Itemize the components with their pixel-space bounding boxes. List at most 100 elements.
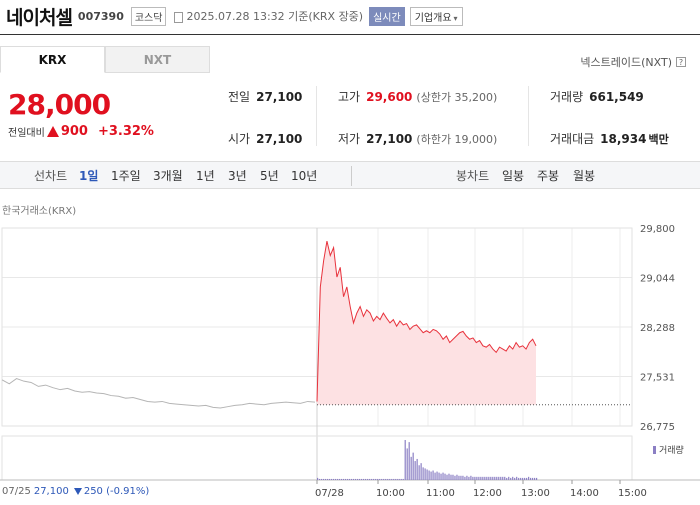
volume-bar — [320, 478, 323, 480]
volume-bar — [534, 477, 536, 480]
volume-bar — [458, 475, 460, 480]
volume-bar — [406, 448, 408, 480]
candle-monthly[interactable]: 월봉 — [573, 168, 596, 183]
volume-bar — [396, 478, 398, 480]
stat-value: 27,100 — [366, 132, 413, 146]
stat-volume: 거래량 661,549 — [550, 88, 644, 105]
volume-bar — [412, 452, 414, 480]
volume-bar — [478, 476, 480, 480]
volume-bar — [338, 478, 341, 480]
quote-stats: 전일 27,100 고가 29,600 (상한가 35,200) 거래량 661… — [212, 78, 700, 156]
volume-bar — [440, 473, 442, 480]
stock-header: 네이처셀 007390 코스닥 2025.07.28 13:32 기준(KRX … — [0, 0, 700, 32]
volume-bar — [508, 476, 510, 480]
volume-bar — [486, 476, 488, 480]
tab-nxt[interactable]: NXT — [105, 46, 210, 73]
stat-label: 고가 — [338, 90, 361, 104]
volume-bar — [444, 473, 446, 480]
volume-bar — [336, 478, 339, 480]
volume-bar — [332, 478, 335, 480]
stat-value: 18,934 — [600, 132, 647, 146]
volume-bar — [414, 461, 416, 480]
volume-bar — [394, 478, 396, 480]
volume-bar — [380, 478, 382, 480]
stat-low: 저가 27,100 (하한가 19,000) — [338, 130, 497, 147]
prev-day-series — [1, 377, 316, 409]
period-3y[interactable]: 3년 — [228, 168, 247, 183]
period-1w[interactable]: 1주일 — [111, 168, 141, 183]
volume-bar — [472, 476, 474, 480]
y-tick-label: 29,044 — [640, 274, 675, 285]
tab-krx[interactable]: KRX — [0, 46, 105, 73]
x-axis-ticks: 07/28 10:00 11:00 12:00 13:00 14:00 15:00 — [315, 480, 647, 499]
y-axis-ticks: 29,800 29,044 28,288 27,531 26,775 — [640, 224, 675, 433]
realtime-button[interactable]: 실시간 — [369, 6, 405, 26]
volume-bar — [500, 476, 502, 480]
period-1y[interactable]: 1년 — [196, 168, 215, 183]
line-chart-label[interactable]: 선차트 — [34, 168, 68, 183]
volume-bar — [404, 440, 406, 480]
volume-bar — [524, 477, 526, 480]
volume-bar — [430, 471, 432, 480]
prev-change: 250 (-0.91%) — [83, 486, 150, 497]
header-divider — [0, 34, 700, 35]
volume-bar — [378, 478, 380, 480]
volume-bar — [526, 477, 528, 480]
stat-open: 시가 27,100 — [228, 130, 302, 147]
price-change: 전일대비 900 +3.32% — [8, 124, 154, 139]
volume-bar — [446, 474, 448, 480]
help-icon[interactable]: ? — [676, 57, 686, 67]
period-bar: 선차트 1일 1주일 3개월 1년 3년 5년 10년 봉차트 일봉 주봉 월봉 — [0, 161, 700, 189]
volume-bar — [450, 474, 452, 480]
candle-daily[interactable]: 일봉 — [502, 168, 525, 183]
y-tick-label: 26,775 — [640, 422, 675, 433]
volume-swatch — [653, 445, 656, 454]
company-overview-label: 기업개요 — [414, 12, 452, 24]
up-triangle-icon — [46, 126, 59, 137]
down-triangle-icon — [73, 488, 82, 495]
volume-bar — [382, 478, 384, 480]
prev-date: 07/25 — [2, 486, 31, 497]
volume-bar — [536, 477, 538, 480]
stat-label: 시가 — [228, 132, 251, 146]
company-overview-button[interactable]: 기업개요 ▾ — [409, 6, 463, 26]
nxt-link[interactable]: 넥스트레이드(NXT) ? — [580, 54, 686, 70]
volume-bar — [518, 477, 520, 480]
period-10y[interactable]: 10년 — [291, 168, 318, 183]
volume-bar — [410, 456, 412, 480]
volume-bar — [502, 476, 504, 480]
volume-bar — [512, 476, 514, 480]
volume-bar — [398, 478, 400, 480]
volume-bar — [528, 476, 530, 480]
quote-datetime: 2025.07.28 13:32 기준(KRX 장중) — [186, 10, 364, 23]
volume-bar — [422, 467, 424, 480]
volume-bar — [370, 478, 372, 480]
volume-bar — [426, 469, 428, 480]
volume-bar — [402, 478, 404, 480]
y-tick-label: 27,531 — [640, 373, 675, 384]
market-badge: 코스닥 — [130, 6, 167, 26]
stat-value: 661,549 — [589, 90, 644, 104]
today-series — [316, 240, 632, 406]
volume-bar — [456, 474, 458, 480]
period-3m[interactable]: 3개월 — [153, 168, 183, 183]
candle-chart-label[interactable]: 봉차트 — [456, 168, 490, 183]
volume-bar — [344, 478, 347, 480]
y-tick-label: 28,288 — [640, 323, 675, 334]
volume-bar — [364, 478, 366, 480]
period-5y[interactable]: 5년 — [260, 168, 279, 183]
volume-bar — [408, 442, 410, 480]
volume-bar — [492, 476, 494, 480]
stat-prev-close: 전일 27,100 — [228, 88, 302, 105]
period-1d[interactable]: 1일 — [79, 168, 99, 183]
volume-bar — [420, 463, 422, 480]
volume-bar — [324, 478, 327, 480]
candle-weekly[interactable]: 주봉 — [537, 168, 560, 183]
x-tick-label: 14:00 — [570, 488, 599, 499]
volume-bar — [484, 476, 486, 480]
period-divider — [351, 166, 352, 186]
volume-bar — [334, 478, 337, 480]
volume-bar — [494, 476, 496, 480]
volume-bar — [438, 472, 440, 480]
